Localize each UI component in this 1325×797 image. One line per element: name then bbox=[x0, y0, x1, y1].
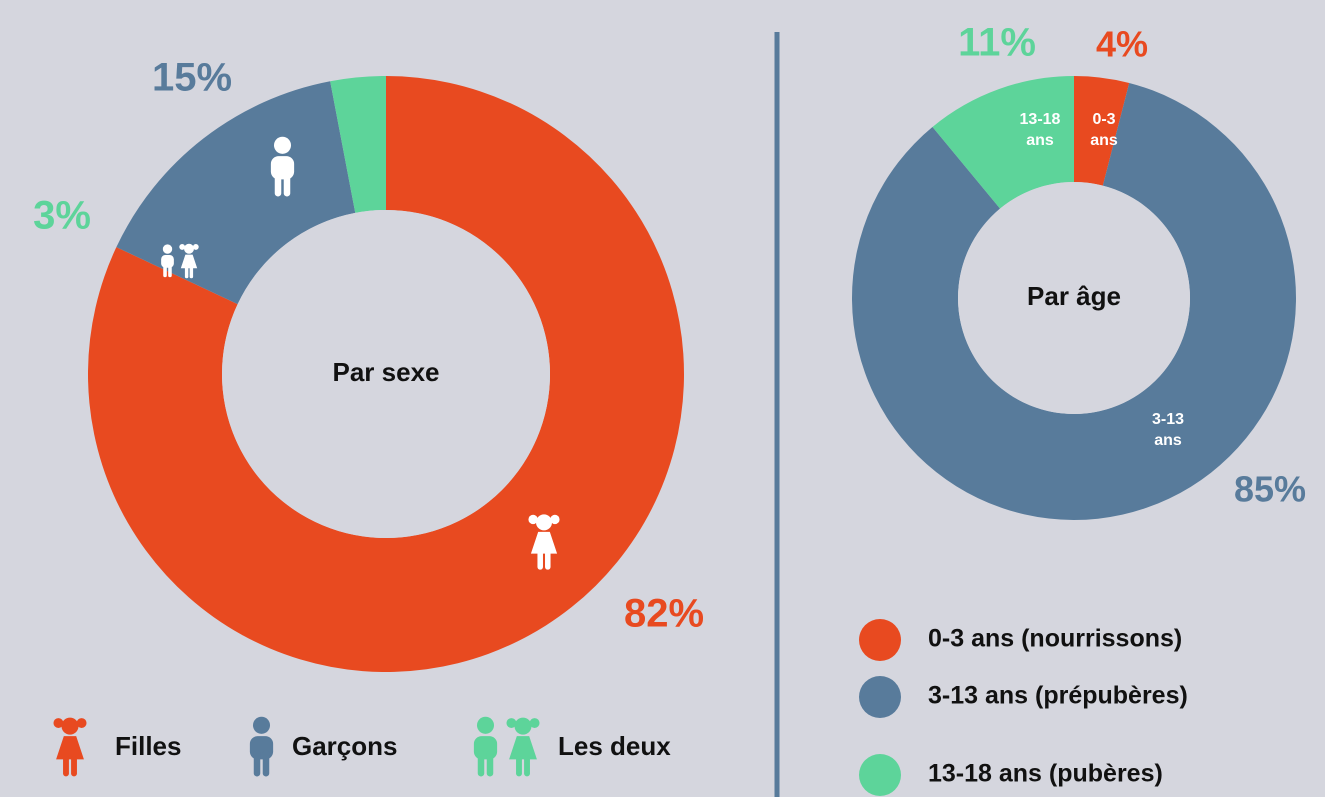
slices bbox=[87, 76, 1296, 673]
chart-title: Par sexe bbox=[333, 357, 440, 387]
legend-swatch bbox=[859, 619, 901, 661]
value-label: 82% bbox=[624, 592, 704, 636]
legend-label: Filles bbox=[115, 731, 181, 761]
legend-swatch bbox=[859, 676, 901, 718]
slice bbox=[932, 76, 1074, 209]
slice bbox=[330, 76, 386, 213]
legend-swatch bbox=[859, 754, 901, 796]
legend-label: Les deux bbox=[558, 731, 671, 761]
slice-label: ans bbox=[1154, 432, 1182, 449]
value-label: 11% bbox=[958, 21, 1036, 65]
legend-icon bbox=[249, 716, 274, 777]
slice-label: 13-18 bbox=[1020, 111, 1061, 128]
legend-icon bbox=[473, 716, 498, 777]
slice bbox=[1074, 76, 1130, 186]
donut-hole bbox=[958, 182, 1190, 414]
donut-hole bbox=[222, 210, 550, 538]
slice-label: 0-3 bbox=[1092, 111, 1115, 128]
legend-label: 13-18 ans (pubères) bbox=[928, 760, 1163, 788]
slice bbox=[851, 82, 1296, 520]
legend-label: Garçons bbox=[292, 731, 398, 761]
legend-icon bbox=[53, 717, 87, 777]
value-label: 4% bbox=[1096, 24, 1148, 65]
value-label: 3% bbox=[33, 194, 91, 238]
legend-label: 0-3 ans (nourrissons) bbox=[928, 625, 1182, 653]
value-label: 85% bbox=[1234, 469, 1306, 510]
slice-label: 3-13 bbox=[1152, 411, 1184, 428]
slice-label: ans bbox=[1026, 132, 1054, 149]
value-label: 15% bbox=[152, 56, 232, 100]
legend-label: 3-13 ans (prépubères) bbox=[928, 682, 1188, 710]
slice bbox=[116, 81, 356, 305]
chart-title: Par âge bbox=[1027, 281, 1121, 311]
legend-icon bbox=[506, 717, 540, 777]
slice-label: ans bbox=[1090, 132, 1118, 149]
